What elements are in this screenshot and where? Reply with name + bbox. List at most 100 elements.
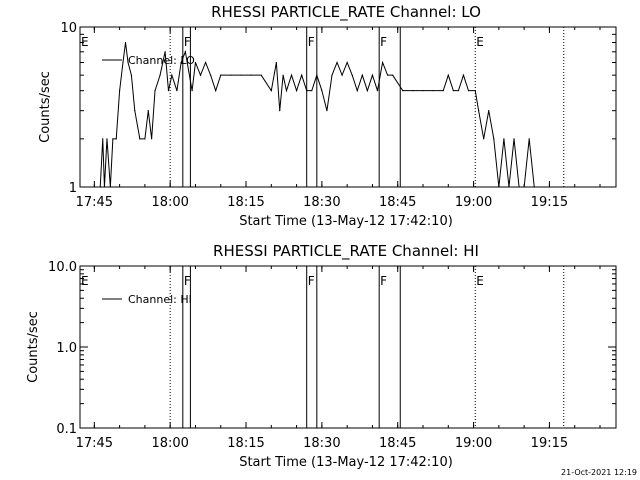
lo-flag-label: E [476,35,484,49]
hi-flag-label: F [308,274,315,288]
lo-data-point [282,74,284,76]
lo-chart-marks: 17:45 18:00 18:15 18:30 18:45 19:00 19:15 1 10 E F… [60,21,616,210]
lo-data-point [316,74,318,76]
lo-data-point [457,90,460,92]
lo-data-point [523,186,525,188]
lo-legend-label: Channel: LO [128,54,195,67]
hi-channel-panel: RHESSI PARTICLE_RATE Channel: HI Counts/… [26,242,617,470]
lo-data-point [260,74,262,76]
lo-y-axis-label: Counts/sec [38,71,53,143]
lo-data-point [321,90,323,92]
lo-data-point [290,74,293,76]
lo-x-tick-label: 18:45 [379,195,416,210]
lo-channel-panel: RHESSI PARTICLE_RATE Channel: LO Counts/… [38,3,617,229]
hi-plot-frame [79,265,617,429]
lo-chart-title: RHESSI PARTICLE_RATE Channel: LO [211,3,481,22]
lo-data-point [528,138,530,140]
lo-data-point [412,90,414,92]
lo-data-point [124,41,127,44]
lo-data-point [250,74,252,76]
lo-data-point [381,61,384,64]
lo-data-point [180,61,182,64]
hi-flag-label: F [184,274,191,288]
lo-data-point [115,138,117,140]
lo-data-point [493,138,495,140]
hi-legend: Channel: HI [102,293,192,306]
lo-plot-frame [79,26,617,188]
lo-data-point [164,51,166,53]
lo-data-point [306,90,308,92]
lo-data-point [387,74,389,76]
lo-x-tick-label: 19:00 [455,195,492,210]
hi-x-tick-label: 17:45 [76,436,113,451]
lo-data-point [270,90,272,92]
hi-x-tick-label: 18:15 [227,436,264,451]
lo-x-tick-label: 18:00 [151,195,188,210]
lo-data-point [171,74,173,76]
hi-y-tick-label: 10.0 [48,260,77,275]
lo-data-point [130,74,133,76]
lo-x-tick-label: 18:30 [303,195,340,210]
lo-data-point [341,74,343,76]
footer-timestamp: 21-Oct-2021 12:19 [561,468,637,477]
lo-data-point [220,74,222,76]
lo-flag-label: F [308,35,315,49]
lo-data-point [311,90,313,92]
lo-data-point [503,138,505,140]
hi-flag-label: F [380,274,387,288]
lo-data-point [134,110,136,112]
hi-flag-label: E [81,274,89,288]
lo-y-tick-label: 10 [60,21,77,36]
lo-data-point [103,186,106,188]
lo-data-point [376,90,379,92]
lo-data-point [301,74,303,76]
hi-x-tick-label: 18:30 [303,436,340,451]
lo-data-point [119,90,121,92]
lo-data-point [191,90,193,92]
lo-flag-label: F [380,35,387,49]
lo-data-point [533,186,535,188]
lo-data-point [467,90,470,92]
lo-data-point [285,90,288,92]
lo-x-axis-label: Start Time (13-May-12 17:42:10) [239,214,453,229]
lo-data-point [336,61,338,64]
lo-x-tick-label: 17:45 [76,195,113,210]
lo-flag-label: F [184,35,191,49]
lo-legend: Channel: LO [102,54,195,67]
lo-data-point [144,138,146,140]
lo-data-point [371,74,374,76]
lo-data-point [127,61,129,64]
hi-x-tick-label: 19:00 [455,436,492,451]
lo-data-point [295,90,298,92]
lo-data-point [483,138,485,140]
lo-data-point [474,90,476,92]
hi-x-tick-label: 18:00 [151,436,188,451]
lo-data-point [122,61,124,64]
lo-data-point [204,61,207,64]
lo-data-point [366,90,368,92]
lo-data-point [402,90,404,92]
lo-flag-label: E [81,35,89,49]
hi-y-tick-label: 0.1 [56,422,77,437]
lo-data-point [159,74,161,76]
lo-x-tick-label: 19:15 [531,195,568,210]
lo-data-point [422,90,424,92]
lo-data-point [442,90,444,92]
lo-data-point [518,186,520,188]
lo-data-point [513,138,515,140]
lo-data-point [210,74,212,76]
lo-data-point [326,110,328,112]
lo-data-point [147,110,149,112]
lo-data-point [279,110,281,112]
lo-data-point [199,74,202,76]
lo-data-point [392,74,394,76]
lo-data-point [346,61,348,64]
lo-data-point [139,138,141,140]
lo-data-point [432,90,434,92]
lo-data-point [462,74,465,76]
lo-data-point [154,90,156,92]
lo-data-point [109,186,111,188]
lo-data-point [151,138,153,140]
lo-data-point [361,74,363,76]
lo-data-point [215,90,217,92]
